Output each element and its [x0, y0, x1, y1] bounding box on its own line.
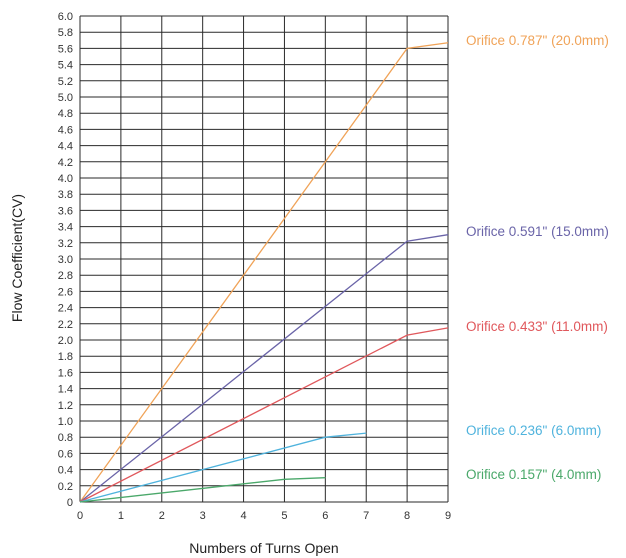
y-axis-ticks: 0 0.2 0.4 0.6 0.8 1.0 1.2 1.4 1.6 1.8 2.0 2.2 2.4 2.6…	[58, 11, 73, 509]
y-tick-label: 4.2	[58, 157, 73, 169]
x-tick-label: 4	[240, 510, 246, 522]
y-tick-label: 0.8	[58, 432, 73, 444]
x-tick-label: 5	[281, 510, 287, 522]
y-tick-label: 3.4	[58, 222, 73, 234]
x-axis-title: Numbers of Turns Open	[189, 540, 338, 556]
y-tick-label: 4.8	[58, 108, 73, 120]
x-tick-label: 3	[200, 510, 206, 522]
y-tick-label: 5.6	[58, 43, 73, 55]
chart-grid	[79, 15, 449, 503]
y-tick-label: 2.2	[58, 319, 73, 331]
x-tick-label: 2	[159, 510, 165, 522]
series-line	[79, 327, 449, 503]
x-tick-label: 0	[77, 510, 83, 522]
x-tick-label: 6	[322, 510, 328, 522]
y-tick-label: 4.0	[58, 173, 73, 185]
series-line	[79, 42, 449, 503]
y-tick-label: 2.4	[58, 303, 73, 315]
y-tick-label: 3.8	[58, 189, 73, 201]
series-label: Orifice 0.236" (6.0mm)	[466, 423, 601, 438]
y-tick-label: 2.0	[58, 335, 73, 347]
series-labels: Orifice 0.787" (20.0mm) Orifice 0.591" (1…	[466, 33, 609, 482]
y-tick-label: 1.6	[58, 367, 73, 379]
series-line	[79, 477, 326, 503]
y-tick-label: 6.0	[58, 11, 73, 23]
series-line	[79, 432, 367, 503]
y-tick-label: 0.2	[58, 481, 73, 493]
series-line	[79, 234, 449, 503]
series-label: Orifice 0.591" (15.0mm)	[466, 224, 609, 239]
y-tick-label: 5.2	[58, 76, 73, 88]
series-label: Orifice 0.433" (11.0mm)	[466, 319, 608, 334]
y-tick-label: 5.0	[58, 92, 73, 104]
y-tick-label: 0.6	[58, 448, 73, 460]
y-tick-label: 3.2	[58, 238, 73, 250]
y-tick-label: 4.4	[58, 141, 73, 153]
y-tick-label: 4.6	[58, 124, 73, 136]
x-tick-label: 8	[404, 510, 410, 522]
x-tick-label: 9	[445, 510, 451, 522]
y-tick-label: 5.8	[58, 27, 73, 39]
y-tick-label: 5.4	[58, 60, 73, 72]
y-tick-label: 1.8	[58, 351, 73, 363]
y-tick-label: 1.0	[58, 416, 73, 428]
y-tick-label: 3.6	[58, 205, 73, 217]
y-tick-label: 0.4	[58, 465, 73, 477]
y-axis-title: Flow Coefficient(CV)	[9, 194, 25, 322]
y-tick-label: 2.8	[58, 270, 73, 282]
y-tick-label: 1.4	[58, 384, 73, 396]
x-tick-label: 1	[118, 510, 124, 522]
chart-series-lines	[79, 42, 449, 503]
y-tick-label: 2.6	[58, 286, 73, 298]
x-axis-ticks: 0 1 2 3 4 5 6 7 8 9	[77, 510, 451, 522]
series-label: Orifice 0.787" (20.0mm)	[466, 33, 609, 48]
x-tick-label: 7	[363, 510, 369, 522]
y-tick-label: 0	[67, 497, 73, 509]
y-tick-label: 1.2	[58, 400, 73, 412]
series-label: Orifice 0.157" (4.0mm)	[466, 467, 601, 482]
y-tick-label: 3.0	[58, 254, 73, 266]
